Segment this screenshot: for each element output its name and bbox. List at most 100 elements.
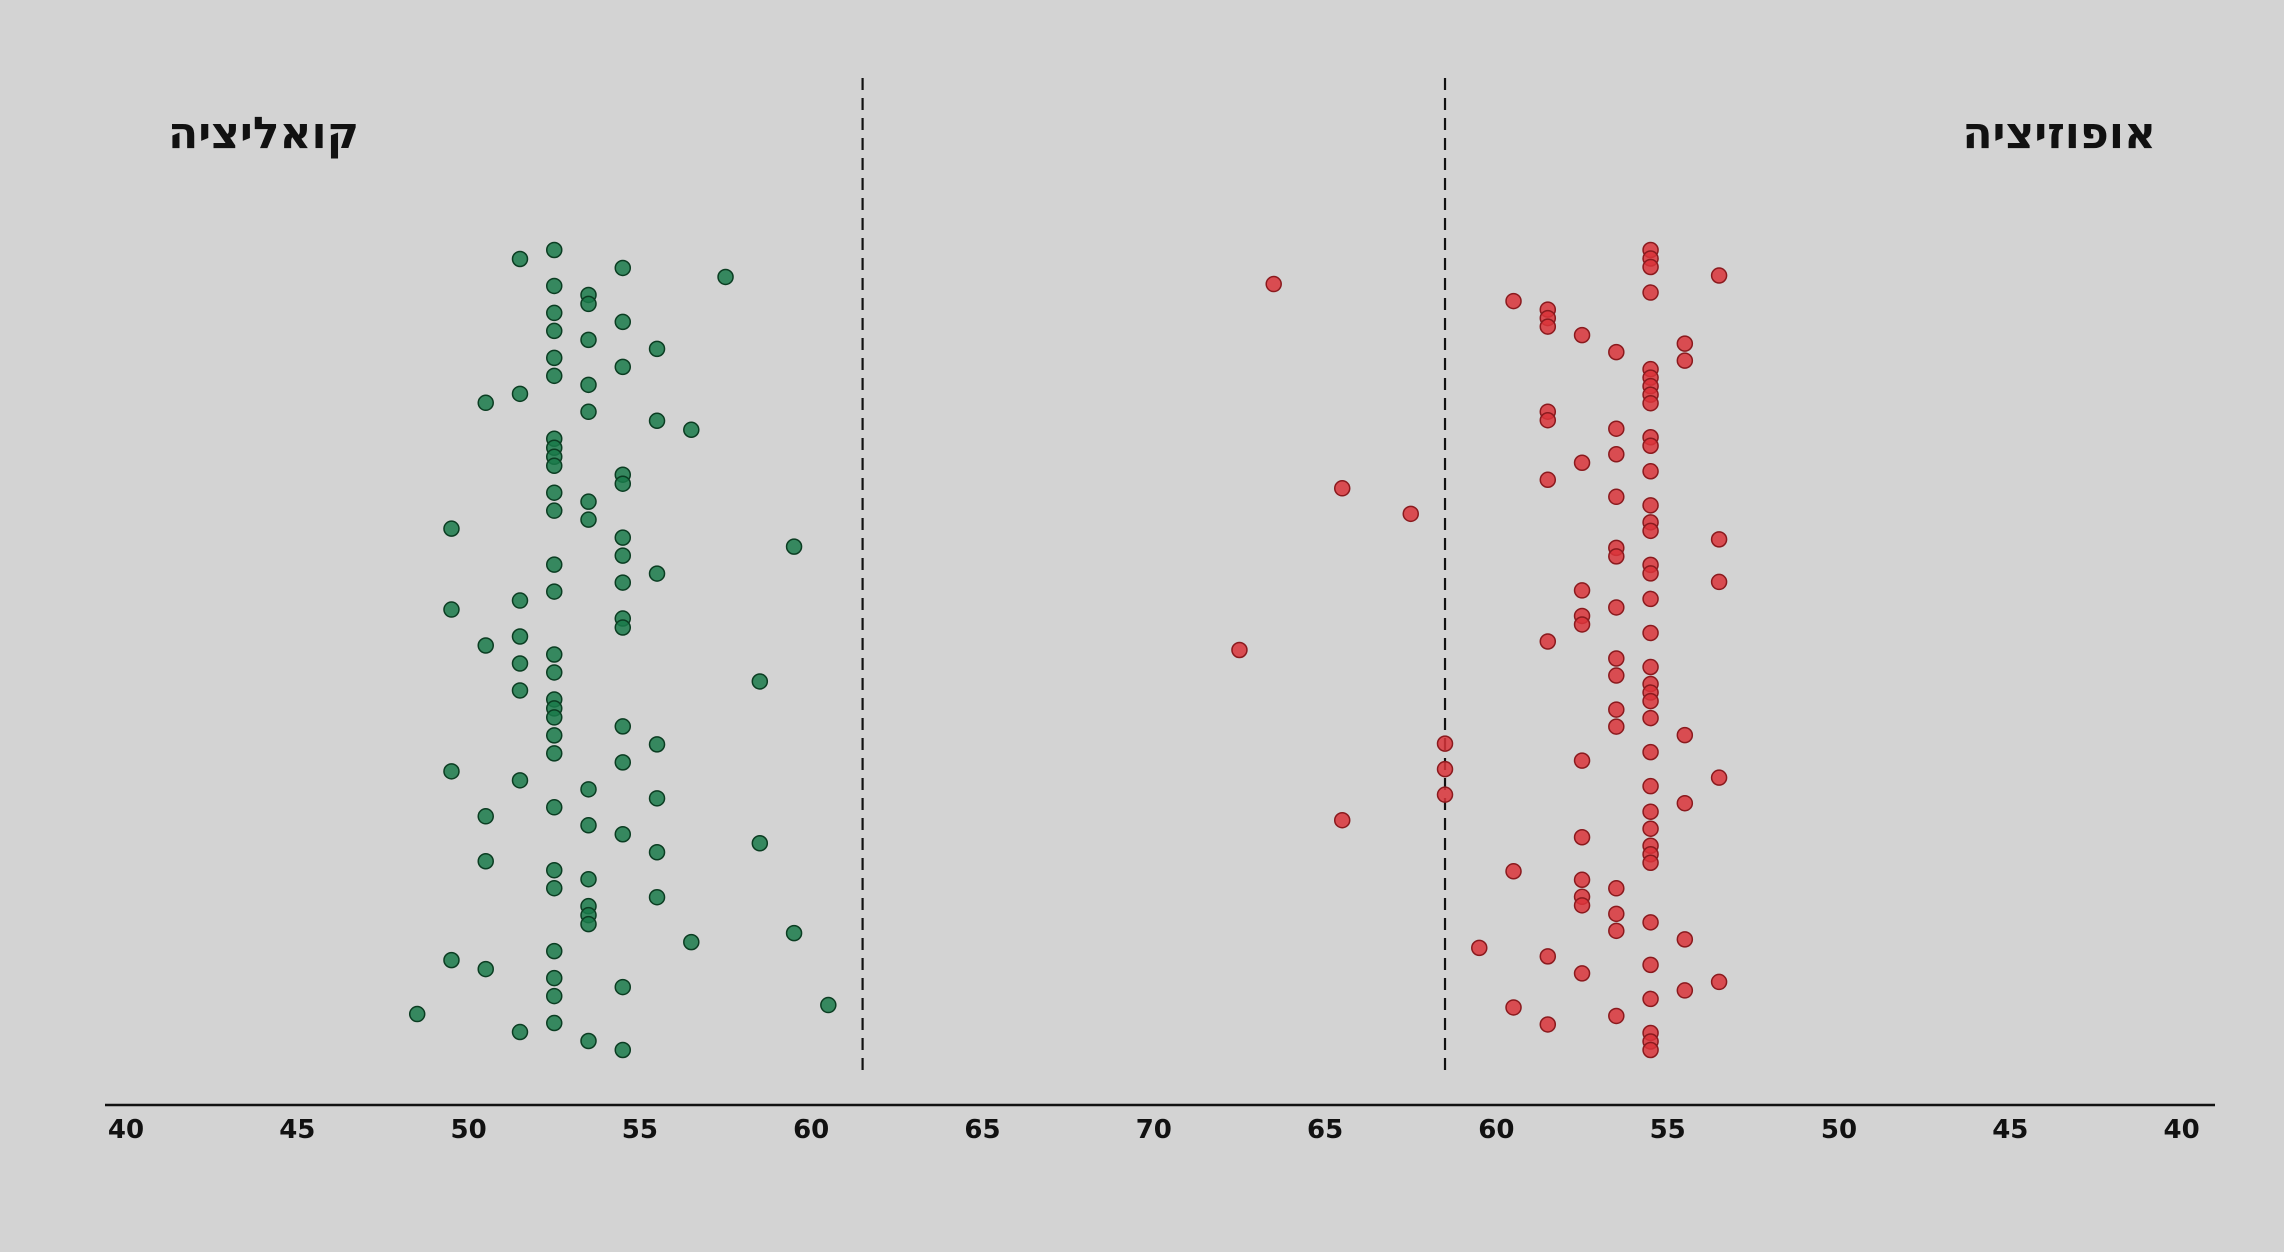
- data-point-coalition: [546, 709, 563, 726]
- data-point-coalition: [546, 745, 563, 762]
- data-point-coalition: [511, 250, 529, 268]
- data-point-opposition: [1642, 709, 1659, 727]
- data-point-opposition: [1642, 522, 1659, 540]
- data-point-opposition: [1608, 420, 1625, 437]
- data-point-coalition: [648, 412, 666, 430]
- data-point-opposition: [1642, 990, 1659, 1008]
- data-point-coalition: [443, 520, 460, 537]
- data-point-coalition: [546, 1014, 563, 1032]
- data-point-coalition: [546, 502, 563, 519]
- data-point-coalition: [511, 385, 529, 403]
- data-point-opposition: [1642, 956, 1659, 974]
- x-tick-label: 55: [622, 1115, 658, 1145]
- data-point-coalition: [717, 268, 734, 286]
- data-point-coalition: [546, 942, 563, 960]
- data-point-opposition: [1642, 624, 1659, 642]
- data-point-opposition: [1436, 786, 1454, 803]
- data-point-coalition: [683, 421, 700, 439]
- data-point-coalition: [546, 304, 563, 322]
- data-point-coalition: [546, 646, 563, 663]
- x-tick-label: 50: [451, 1115, 487, 1145]
- opposition-label: אופוזיציה: [1962, 108, 2156, 159]
- data-point-opposition: [1608, 599, 1625, 616]
- data-point-opposition: [1539, 633, 1557, 650]
- data-point-opposition: [1710, 267, 1728, 284]
- data-point-opposition: [1676, 335, 1694, 352]
- data-point-coalition: [683, 933, 700, 951]
- data-point-opposition: [1608, 718, 1625, 735]
- coalition-label: קואליציה: [168, 108, 360, 159]
- data-point-opposition: [1573, 326, 1591, 344]
- data-point-opposition: [1231, 641, 1248, 659]
- x-tick-label: 60: [1478, 1115, 1514, 1145]
- data-point-opposition: [1608, 548, 1625, 565]
- data-point-coalition: [546, 556, 563, 573]
- data-point-opposition: [1642, 854, 1659, 872]
- data-point-opposition: [1539, 1016, 1557, 1033]
- data-point-opposition: [1710, 531, 1728, 548]
- data-point-coalition: [580, 511, 597, 528]
- data-point-opposition: [1539, 948, 1557, 965]
- data-point-coalition: [546, 727, 563, 744]
- data-point-coalition: [580, 331, 597, 349]
- data-point-opposition: [1573, 965, 1591, 982]
- data-point-coalition: [511, 772, 529, 789]
- data-point-coalition: [614, 313, 632, 331]
- data-point-opposition: [1642, 565, 1659, 582]
- data-point-coalition: [477, 808, 494, 825]
- data-point-opposition: [1642, 914, 1659, 931]
- data-point-coalition: [546, 322, 563, 340]
- data-point-coalition: [546, 879, 563, 897]
- data-point-opposition: [1573, 616, 1591, 633]
- x-tick-label: 40: [2164, 1115, 2200, 1145]
- data-point-coalition: [614, 529, 632, 546]
- data-point-coalition: [443, 601, 460, 618]
- data-point-opposition: [1608, 922, 1625, 940]
- data-point-coalition: [546, 484, 563, 501]
- data-point-coalition: [648, 888, 666, 906]
- data-point-opposition: [1608, 667, 1625, 684]
- data-point-opposition: [1642, 258, 1659, 276]
- x-tick-label: 50: [1821, 1115, 1857, 1145]
- data-point-coalition: [546, 583, 563, 600]
- data-point-coalition: [614, 547, 632, 564]
- data-point-coalition: [580, 870, 597, 888]
- data-point-coalition: [751, 673, 769, 690]
- data-point-coalition: [648, 843, 666, 861]
- data-point-coalition: [614, 475, 632, 492]
- data-point-coalition: [511, 655, 529, 672]
- data-point-opposition: [1436, 760, 1454, 778]
- data-point-opposition: [1642, 590, 1659, 608]
- data-point-opposition: [1642, 284, 1659, 301]
- x-tick-label: 70: [1136, 1115, 1172, 1145]
- data-point-opposition: [1710, 573, 1728, 591]
- data-point-coalition: [648, 736, 666, 753]
- data-point-coalition: [820, 996, 837, 1014]
- data-point-opposition: [1642, 803, 1659, 820]
- data-point-opposition: [1505, 999, 1522, 1016]
- data-point-coalition: [751, 835, 769, 852]
- data-point-coalition: [477, 960, 494, 978]
- data-point-coalition: [443, 763, 460, 780]
- data-point-opposition: [1710, 769, 1728, 786]
- data-point-coalition: [511, 1023, 529, 1041]
- data-point-opposition: [1608, 650, 1625, 667]
- data-point-opposition: [1642, 394, 1659, 412]
- x-tick-label: 45: [1992, 1115, 2028, 1145]
- x-tick-label: 55: [1650, 1115, 1686, 1145]
- data-point-opposition: [1608, 446, 1625, 463]
- data-point-opposition: [1642, 820, 1659, 837]
- data-point-opposition: [1333, 480, 1351, 497]
- data-point-coalition: [580, 295, 597, 313]
- data-point-opposition: [1608, 488, 1625, 506]
- data-point-coalition: [648, 790, 666, 807]
- x-tick-label: 65: [964, 1115, 1000, 1145]
- data-point-coalition: [614, 1041, 632, 1059]
- data-point-coalition: [580, 376, 597, 394]
- data-point-coalition: [614, 358, 632, 376]
- data-point-coalition: [580, 493, 597, 510]
- data-point-coalition: [546, 349, 563, 367]
- data-point-opposition: [1642, 437, 1659, 454]
- data-point-coalition: [614, 619, 632, 636]
